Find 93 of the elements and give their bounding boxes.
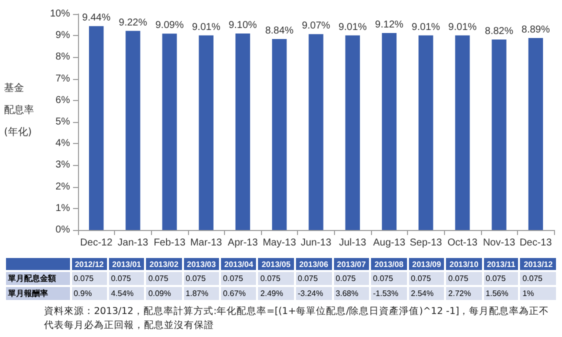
x-tick-label: Jan-13 [118,238,149,248]
bar [162,34,177,230]
text: 單月報酬率 [6,287,70,300]
data-label: 1.87% [184,287,220,300]
x-tick-label: Apr-13 [228,238,258,248]
data-label: 2.54% [408,287,444,300]
data-label: 9.07% [302,20,330,32]
y-tick-label: 2% [56,181,70,192]
x-tick-label: Sep-13 [410,238,442,248]
x-tick-label: Feb-13 [154,238,186,248]
y-tick-label: 8% [56,52,70,63]
data-label: 9.22% [118,17,148,28]
data-label: 9.09% [155,20,184,32]
data-label: 9.12% [375,20,404,31]
data-label: 0.075 [334,272,370,285]
y-axis-title: 基金配息率(年化) [4,82,34,140]
y-tick-label: 5% [56,116,70,128]
data-label: -3.24% [296,287,332,300]
y-tick-label: 0% [56,224,70,236]
y-tick-label: 3% [56,160,70,171]
y-tick-label: 9% [56,30,70,42]
bar [235,33,250,230]
category-label: 2013/03 [184,258,220,270]
category-label: 2013/09 [408,258,444,270]
data-label: 2.72% [446,287,482,300]
data-label: 0.075 [484,272,518,285]
x-tick-label: Nov-13 [482,238,516,248]
bar [198,35,214,230]
data-label: 0.075 [221,272,256,285]
bar [528,38,544,230]
data-label: 0.075 [296,272,332,285]
data-label: 9.10% [228,20,258,31]
category-label: 2013/02 [146,258,182,270]
bar [382,33,397,230]
bar [272,39,287,230]
data-label: 0.075 [371,272,407,285]
data-label: 8.89% [522,24,550,36]
y-tick-label: 4% [56,138,70,150]
x-tick-label: Dec-12 [80,238,113,248]
series-label: 單月配息金額 [6,272,70,285]
category-label: 2013/08 [371,258,407,270]
data-label: 2.49% [258,287,294,300]
bar [126,30,140,230]
data-label: 8.82% [484,26,514,37]
data-label: 4.54% [108,287,144,300]
x-tick-label: Oct-13 [447,238,478,248]
x-tick-label: May-13 [262,238,296,248]
data-label: 9.01% [338,22,367,33]
data-label: 0.075 [108,272,144,285]
data-label: 9.44% [82,12,111,24]
data-label: 9.01% [192,22,220,33]
data-label: 0.9% [72,287,107,300]
source-note: 資料來源：2013/12，配息率計算方式:年化配息率=[(1+每單位配息/除息日資產淨值)^12 -1]，每月配息率為正不代表每月必為正回報，配息並沒有保證 [44,305,550,333]
x-tick-label: Jul-13 [338,238,367,248]
data-label: 9.01% [448,22,477,33]
data-label: -1.53% [371,287,407,300]
bar [308,34,324,230]
data-label: 3.68% [334,287,370,300]
y-tick-label: 1% [56,202,70,214]
category-label: 2013/11 [484,258,518,270]
x-tick-label: Dec-13 [520,238,552,248]
data-label: 0.67% [221,287,256,300]
category-label: 2013/12 [520,258,556,270]
data-label: 0.075 [446,272,482,285]
data-label: 8.84% [265,26,294,37]
bar [492,39,506,230]
data-label: 1.56% [484,287,518,300]
category-label: 2013/01 [108,258,144,270]
data-label: 0.09% [146,287,182,300]
data-label: 0.075 [258,272,294,285]
category-label: 2012/12 [72,258,107,270]
x-tick-label: Mar-13 [190,238,222,248]
data-label: 0.075 [72,272,107,285]
bar [418,35,434,230]
data-label: 9.01% [412,22,440,33]
x-tick-label: Jun-13 [300,238,332,248]
category-label: 2013/10 [446,258,482,270]
category-label: 2013/07 [334,258,370,270]
category-label: 2013/04 [221,258,256,270]
category-label: 2013/05 [258,258,294,270]
y-tick-label: 10% [50,8,70,20]
bar [345,35,360,230]
data-label: 1% [520,287,556,300]
y-tick-label: 6% [56,94,70,106]
bar [455,35,470,230]
bar [88,26,104,230]
y-tick-label: 7% [56,73,70,84]
data-label: 0.075 [184,272,220,285]
data-label: 0.075 [146,272,182,285]
category-label: 2013/06 [296,258,332,270]
data-label: 0.075 [408,272,444,285]
x-tick-label: Aug-13 [373,238,406,248]
data-label: 0.075 [520,272,556,285]
